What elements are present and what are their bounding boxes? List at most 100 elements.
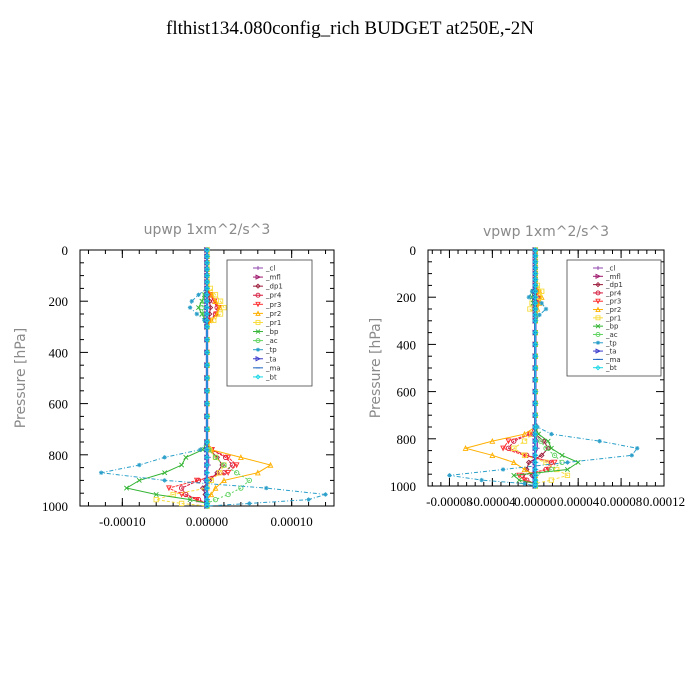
legend-marker: [596, 266, 600, 270]
x-tick-label: -0.00008: [426, 494, 473, 509]
data-point-pr3: [193, 477, 200, 484]
data-point-pr2: [521, 466, 528, 473]
data-point-tp: [162, 455, 167, 460]
data-point-pr2: [267, 461, 274, 468]
data-point-bp: [124, 485, 130, 491]
data-point-pr1: [178, 500, 185, 507]
data-point-tp: [479, 477, 484, 483]
data-point-ac: [548, 466, 555, 473]
legend-label-cl: _cl: [605, 265, 615, 273]
y-axis-label: Pressure [hPa]: [368, 318, 384, 418]
y-tick-label: 1000: [390, 479, 416, 494]
data-point-pr1: [564, 472, 571, 479]
data-point-pr4: [527, 431, 533, 437]
data-point-pr1: [521, 438, 528, 444]
y-tick-label: 600: [49, 397, 69, 412]
data-point-pr2: [510, 459, 517, 466]
data-point-bt: [532, 253, 539, 259]
legend-marker: [595, 281, 601, 288]
x-tick-label: 0.00010: [271, 514, 313, 529]
data-point-tp: [189, 299, 194, 304]
legend-label-bp: _bp: [265, 328, 279, 336]
y-tick-label: 1000: [42, 499, 68, 514]
legend-marker: [595, 306, 601, 312]
y-tick-label: 600: [397, 385, 417, 400]
data-point-pr1: [539, 288, 545, 294]
legend-label-ta: _ta: [265, 355, 277, 363]
data-point-bt: [204, 336, 210, 343]
data-point-ac: [199, 304, 205, 311]
data-point-ac: [225, 491, 231, 498]
data-point-tp: [187, 305, 193, 310]
data-point-bp: [545, 438, 551, 444]
data-point-bt: [532, 288, 539, 295]
data-point-bt: [204, 413, 210, 420]
data-point-tp: [323, 492, 328, 497]
data-point-ac: [233, 470, 240, 476]
data-point-bt: [532, 424, 539, 430]
data-point-bt: [204, 266, 210, 273]
data-point-tp: [264, 485, 269, 491]
series-line-pr1: [156, 250, 225, 507]
chart-title: vpwp 1xm^2/s^3: [483, 224, 609, 240]
data-point-bp: [183, 454, 189, 460]
data-point-ac: [212, 454, 219, 460]
data-point-tp: [196, 292, 201, 297]
data-point-bt: [204, 426, 210, 433]
data-point-bt: [532, 312, 539, 318]
data-point-dp1: [199, 485, 206, 491]
data-point-bp: [575, 459, 581, 465]
data-point-tp: [539, 300, 544, 306]
data-point-bt: [532, 317, 539, 324]
legend-marker: [255, 329, 261, 334]
data-point-bt: [532, 329, 539, 336]
legend-box: [566, 259, 662, 377]
data-point-bt: [204, 439, 210, 445]
data-point-pr1: [217, 298, 224, 304]
data-point-bt: [204, 454, 210, 461]
data-point-pr1: [170, 491, 176, 498]
series-line-pr2: [463, 250, 543, 486]
legend-label-ac: _ac: [265, 337, 278, 345]
legend-label-ma: _ma: [605, 356, 621, 364]
data-point-tp: [537, 312, 542, 318]
legend-marker: [256, 347, 260, 352]
data-point-tp: [597, 438, 602, 444]
y-tick-label: 400: [397, 337, 417, 352]
data-point-bt: [532, 365, 539, 371]
data-point-bt: [532, 247, 539, 253]
data-point-bt: [532, 306, 539, 312]
data-point-tp: [500, 467, 506, 472]
legend-marker: [595, 298, 601, 305]
series-line-pr1: [512, 250, 569, 486]
data-point-tp: [98, 470, 104, 475]
data-point-pr2: [489, 437, 496, 444]
data-point-tp: [162, 478, 167, 483]
data-point-pr4: [229, 462, 236, 468]
data-point-pr1: [521, 452, 528, 458]
legend-marker: [255, 283, 261, 289]
data-point-bt: [532, 480, 539, 487]
data-point-pr3: [225, 454, 232, 461]
data-point-bt: [532, 459, 539, 466]
data-point-bt: [532, 466, 539, 473]
data-point-bt: [204, 317, 210, 324]
data-point-bp: [153, 491, 159, 497]
data-point-tp: [306, 497, 311, 502]
legend-label-cl: _cl: [265, 265, 275, 273]
page-title: flthist134.080config_rich BUDGET at250E,…: [166, 18, 534, 39]
x-tick-label: 0.00000: [186, 514, 228, 529]
data-point-bp: [187, 497, 193, 503]
y-tick-label: 200: [397, 290, 417, 305]
data-point-tp: [629, 453, 635, 458]
x-tick-label: 0.00000: [514, 494, 556, 509]
data-point-pr3: [225, 470, 232, 476]
legend-label-dp1: _dp1: [265, 283, 283, 291]
data-point-pr3: [233, 462, 240, 469]
legend-marker: [595, 273, 602, 280]
data-point-bt: [532, 300, 539, 306]
legend-marker: [595, 323, 601, 329]
data-point-bt: [532, 270, 539, 277]
data-point-bp: [199, 311, 205, 317]
